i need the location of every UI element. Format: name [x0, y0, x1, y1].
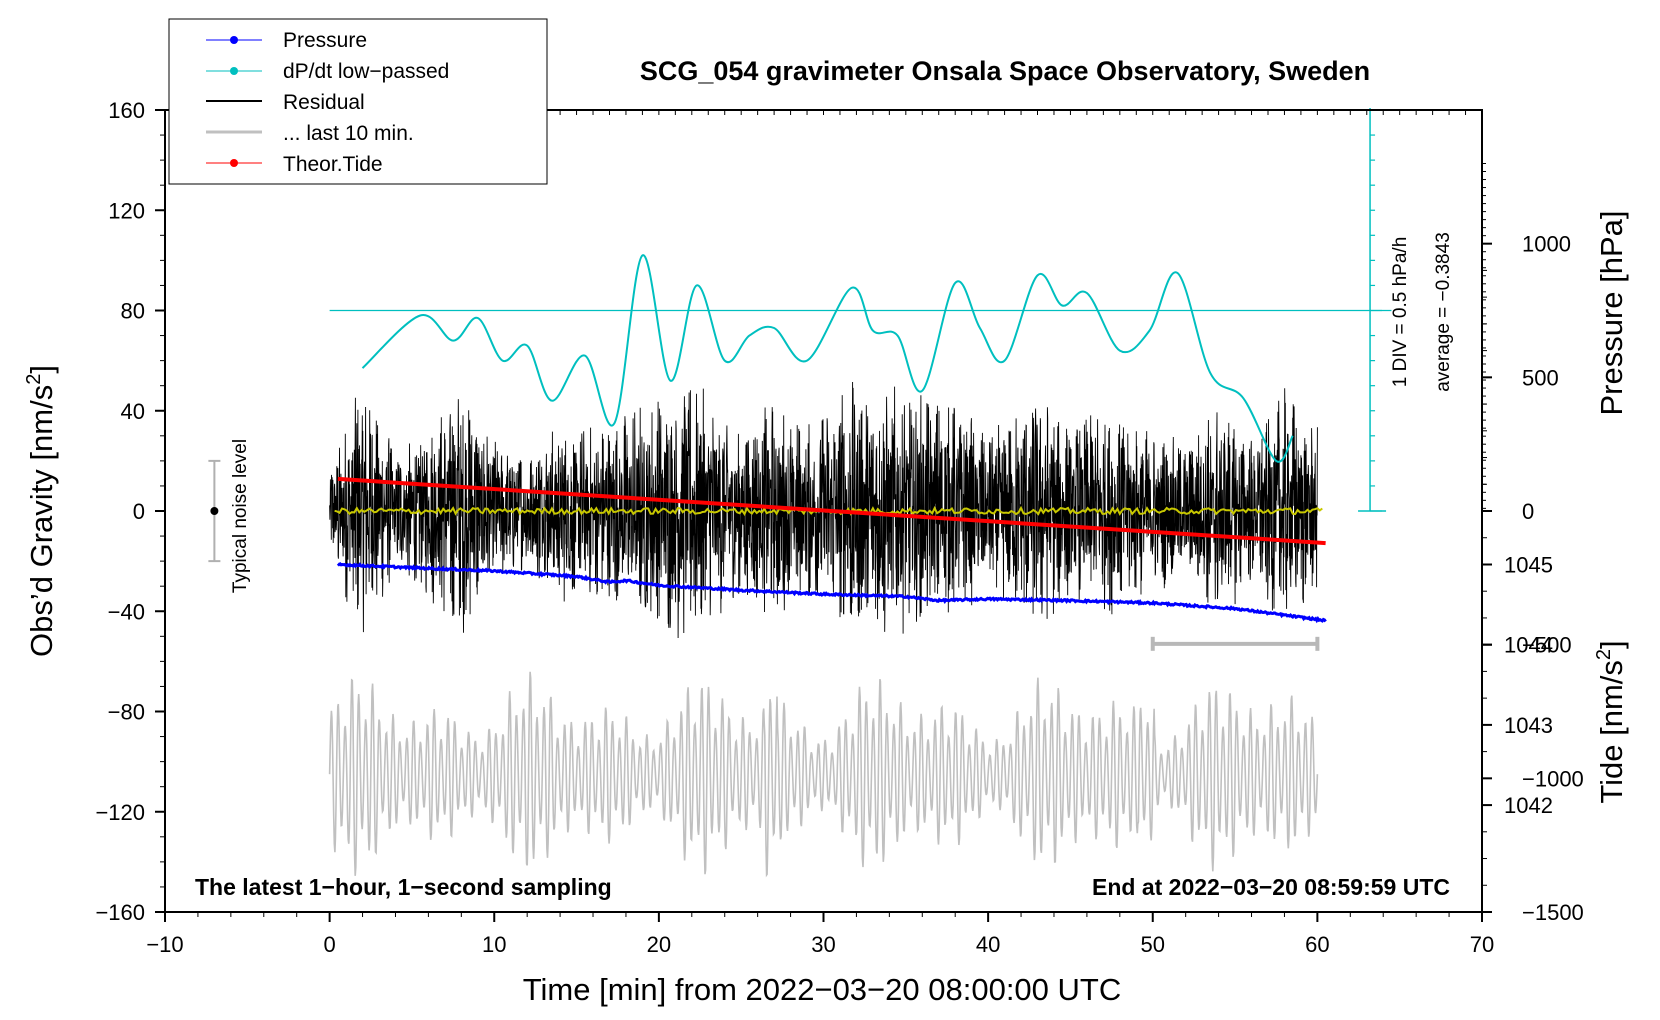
pressure-series: [336, 562, 1327, 624]
overlay-marks: [208, 459, 1320, 651]
pressure-tick-label: 1045: [1504, 552, 1553, 577]
x-tick-label: 50: [1141, 932, 1165, 957]
tide-tick-label: −1000: [1522, 766, 1584, 791]
tide-tick-label: 0: [1522, 499, 1534, 524]
legend: Pressure dP/dt low−passed Residual ... l…: [168, 18, 548, 185]
tide-tick-label: 500: [1522, 365, 1559, 390]
y-tick-label: −120: [95, 800, 145, 825]
legend-marker-tide: [230, 159, 238, 167]
residual-series: [329, 381, 1318, 639]
dpdt-series: [329, 108, 1392, 512]
y-axis-label-tide: Tide [nm/s2]: [1593, 640, 1629, 803]
tide-tick-label: −500: [1522, 633, 1572, 658]
legend-entry-residual: Residual: [206, 91, 365, 114]
theoretical-tide-series: [337, 476, 1326, 546]
legend-marker-dpdt: [230, 67, 238, 75]
y-axis-label-left-sup: 2: [23, 374, 45, 385]
pressure-tick-label: 1043: [1504, 713, 1553, 738]
noise-level-label: Typical noise level: [230, 439, 251, 593]
legend-entry-dpdt: dP/dt low−passed: [206, 60, 449, 83]
y-axis-label-left: Obs’d Gravity [nm/s2]: [23, 365, 59, 657]
x-tick-label: 70: [1470, 932, 1494, 957]
dpdt-line: [361, 254, 1294, 463]
axis-tick-labels: −10 0 10 20 30 40 50 60 70 160 120 80 40 0 −40 −80 −120 −…: [95, 98, 1583, 957]
noise-level-dot: [210, 507, 219, 515]
last-10-min-line: [328, 671, 1319, 878]
legend-entry-last10: ... last 10 min.: [206, 122, 414, 145]
y-axis-label-tide-end: ]: [1594, 640, 1629, 649]
x-tick-label: 0: [324, 932, 336, 957]
y-tick-label: −40: [108, 599, 145, 624]
residual-line: [329, 381, 1318, 639]
average-label: average = −0.3843: [1433, 232, 1454, 392]
x-tick-label: 60: [1305, 932, 1329, 957]
y-tick-label: 120: [108, 198, 145, 223]
pressure-line: [336, 562, 1327, 624]
x-tick-label: −10: [146, 932, 183, 957]
legend-label-pressure: Pressure: [283, 29, 367, 52]
legend-marker-pressure: [230, 36, 238, 44]
y-tick-label: −80: [108, 700, 145, 725]
end-time-note: End at 2022−03−20 08:59:59 UTC: [1092, 874, 1450, 900]
y-tick-label: 160: [108, 98, 145, 123]
legend-label-last10: ... last 10 min.: [283, 122, 414, 145]
legend-label-tide: Theor.Tide: [283, 153, 383, 176]
tide-tick-label: −1500: [1522, 900, 1584, 925]
pressure-tick-label: 1044: [1504, 633, 1553, 658]
axis-ticks: [155, 109, 1492, 922]
legend-label-dpdt: dP/dt low−passed: [283, 60, 449, 83]
x-tick-label: 30: [811, 932, 835, 957]
y-tick-label: 80: [121, 299, 145, 324]
y-axis-label-left-main: Obs’d Gravity [nm/s: [24, 385, 59, 657]
div-scale-label: 1 DIV = 0.5 hPa/h: [1390, 237, 1411, 388]
legend-label-residual: Residual: [283, 91, 365, 114]
pressure-tick-label: 1042: [1504, 793, 1553, 818]
y-axis-label-pressure: Pressure [hPa]: [1594, 210, 1629, 415]
x-tick-label: 10: [482, 932, 506, 957]
y-axis-label-tide-main: Tide [nm/s: [1594, 660, 1629, 804]
x-axis-label: Time [min] from 2022−03−20 08:00:00 UTC: [523, 972, 1122, 1007]
legend-entry-tide: Theor.Tide: [206, 153, 383, 176]
sampling-note: The latest 1−hour, 1−second sampling: [195, 874, 612, 900]
x-tick-label: 40: [976, 932, 1000, 957]
y-axis-label-tide-sup: 2: [1593, 649, 1615, 660]
y-axis-label-left-end: ]: [24, 365, 59, 374]
tide-line: [337, 476, 1326, 546]
y-tick-label: −160: [95, 900, 145, 925]
x-tick-label: 20: [647, 932, 671, 957]
chart-title: SCG_054 gravimeter Onsala Space Observat…: [640, 56, 1370, 86]
tide-tick-label: 1000: [1522, 232, 1571, 257]
last-10-min-series: [328, 671, 1319, 878]
y-tick-label: 40: [121, 399, 145, 424]
y-tick-label: 0: [133, 499, 145, 524]
legend-entry-pressure: Pressure: [206, 29, 367, 52]
